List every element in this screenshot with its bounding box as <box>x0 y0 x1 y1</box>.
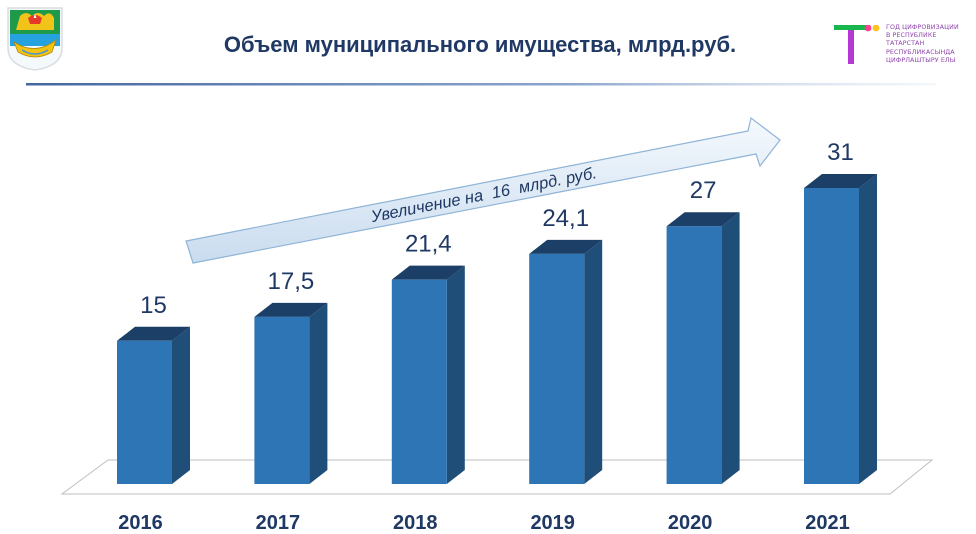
bar-side <box>584 239 603 484</box>
bar-side <box>859 174 877 484</box>
bar-2021 <box>804 174 877 484</box>
bar-top <box>804 174 877 188</box>
digitalization-year-caption: ГОД ЦИФРОВИЗАЦИИ В РЕСПУБЛИКЕ ТАТАРСТАН … <box>886 24 972 65</box>
bar-2019 <box>529 239 603 484</box>
bar-side <box>446 265 465 484</box>
brand-line: РЕСПУБЛИКАСЫНДА <box>886 48 955 56</box>
year-label: 2019 <box>530 512 575 534</box>
bar-front <box>391 279 447 484</box>
value-label: 27 <box>690 177 717 204</box>
year-label: 2020 <box>668 512 713 534</box>
bar-top <box>117 326 190 341</box>
brand-line: ГОД ЦИФРОВИЗАЦИИ <box>886 24 959 31</box>
bar-side <box>721 212 740 484</box>
brand-line: В РЕСПУБЛИКЕ <box>886 32 937 40</box>
bar-front <box>254 316 310 484</box>
bars-layer <box>117 174 877 484</box>
year-label: 2017 <box>256 512 301 534</box>
bar-side <box>172 326 190 484</box>
growth-arrow-shape <box>185 116 781 264</box>
year-label: 2016 <box>118 512 163 534</box>
value-labels-layer: 15 17,5 21,4 24,1 27 31 <box>140 139 854 319</box>
bar-top <box>254 302 328 317</box>
chart-floor <box>60 459 934 495</box>
bar-top <box>529 239 603 254</box>
value-label: 17,5 <box>268 268 315 295</box>
bar-top <box>666 212 740 227</box>
bar-2020 <box>666 212 740 484</box>
value-label: 21,4 <box>405 231 452 258</box>
digitalization-year-logo-icon <box>834 25 880 64</box>
city-coat-of-arms-icon <box>7 7 63 71</box>
bar-front <box>117 340 172 484</box>
brand-line: ТАТАРСТАН <box>886 40 925 48</box>
bar-front <box>804 188 859 484</box>
bar-2017 <box>254 302 328 484</box>
bar-front <box>666 226 722 484</box>
bar-side <box>309 302 328 484</box>
value-label: 31 <box>827 139 854 166</box>
year-label: 2021 <box>805 512 850 534</box>
title-underline <box>26 83 936 86</box>
bar-front <box>529 253 585 484</box>
bar-top <box>391 265 465 280</box>
year-labels-layer: 2016 2017 2018 2019 2020 2021 <box>118 512 850 534</box>
value-label: 15 <box>140 292 167 319</box>
brand-line: ЦИФРЛАШТЫРУ ЕЛЫ <box>886 56 956 64</box>
bar-2016 <box>117 326 190 484</box>
year-label: 2018 <box>393 512 438 534</box>
value-label: 24,1 <box>542 205 589 232</box>
page-title: Объем муниципального имущества, млрд.руб… <box>223 32 737 57</box>
bar-2018 <box>391 265 465 484</box>
